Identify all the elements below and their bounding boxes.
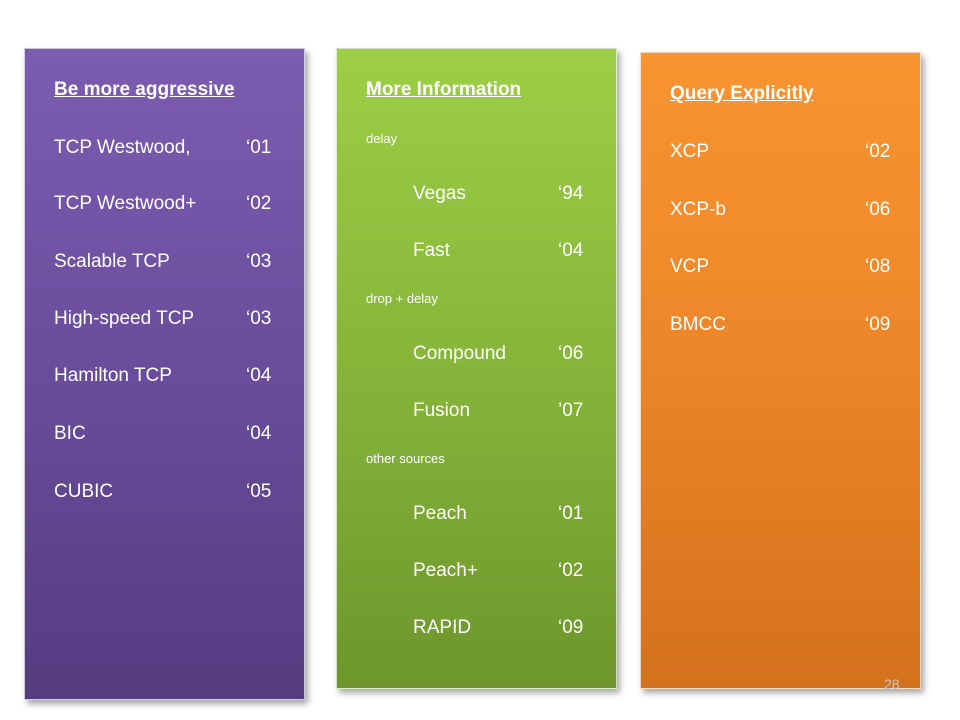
item-year: ‘02 — [865, 141, 891, 162]
item-year: ‘05 — [246, 481, 272, 502]
item-year: ‘09 — [558, 617, 584, 638]
item-name: Vegas — [413, 183, 466, 204]
item-year: ‘04 — [558, 240, 584, 261]
item-year: ‘02 — [246, 193, 272, 214]
item-year: ‘08 — [865, 256, 891, 277]
group-label: drop + delay — [366, 291, 438, 306]
item-year: ‘94 — [558, 183, 584, 204]
item-name: BIC — [54, 423, 86, 444]
item-name: VCP — [670, 256, 710, 277]
item-name: RAPID — [413, 617, 472, 638]
group-label: delay — [366, 131, 398, 146]
item-year: ‘06 — [865, 199, 891, 220]
item-year: ‘06 — [558, 343, 584, 364]
item-name: XCP-b — [670, 199, 726, 220]
item-name: XCP — [670, 141, 710, 162]
page-number: 28 — [884, 676, 900, 692]
item-year: ‘03 — [246, 251, 272, 272]
item-name: Peach — [413, 503, 467, 524]
query-heading: Query Explicitly — [670, 83, 814, 104]
item-name: TCP Westwood+ — [54, 193, 197, 214]
item-name: BMCC — [670, 314, 726, 335]
item-name: TCP Westwood, — [54, 137, 191, 158]
item-year: ’07 — [558, 400, 584, 421]
item-name: High-speed TCP — [54, 308, 195, 329]
item-name: CUBIC — [54, 481, 114, 502]
item-name: Hamilton TCP — [54, 365, 172, 386]
item-name: Scalable TCP — [54, 251, 170, 272]
group-label: other sources — [366, 451, 445, 466]
item-name: Fast — [413, 240, 450, 261]
item-year: ‘01 — [558, 503, 584, 524]
aggressive-heading: Be more aggressive — [54, 79, 235, 100]
item-year: ‘01 — [246, 137, 272, 158]
item-year: ‘09 — [865, 314, 891, 335]
query-panel: Query Explicitly XCP ‘02 XCP-b ‘06 VCP ‘… — [640, 52, 921, 689]
item-year: ‘03 — [246, 308, 272, 329]
item-name: Fusion — [413, 400, 471, 421]
item-year: ‘04 — [246, 423, 272, 444]
item-year: ‘02 — [558, 560, 584, 581]
item-name: Compound — [413, 343, 506, 364]
aggressive-panel: Be more aggressive TCP Westwood, ‘01 TCP… — [24, 48, 305, 700]
item-year: ‘04 — [246, 365, 272, 386]
item-name: Peach+ — [413, 560, 478, 581]
information-heading: More Information — [366, 79, 522, 100]
information-panel: More Information delay Vegas ‘94 Fast ‘0… — [336, 48, 617, 689]
